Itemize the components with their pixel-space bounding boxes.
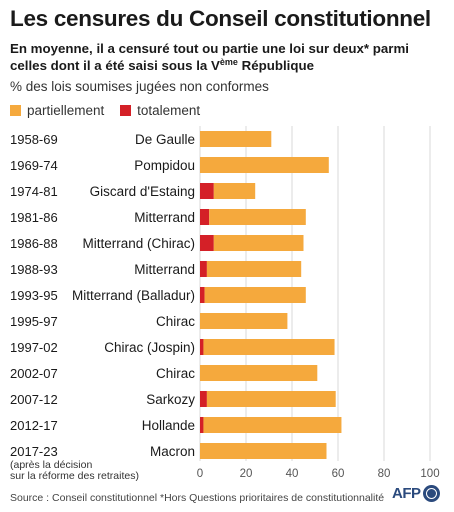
source-note: Source : Conseil constitutionnel: [10, 492, 158, 504]
bar-totalement: [200, 183, 214, 199]
bar-totalement: [200, 235, 214, 251]
category-period-label: 2007-12: [10, 392, 58, 407]
x-tick-label: 100: [420, 468, 439, 480]
bar-partiellement: [206, 261, 302, 277]
x-tick-label: 0: [197, 468, 203, 480]
x-axis-label: % des lois soumises jugées non conformes: [10, 79, 269, 94]
category-period-label: 2012-17: [10, 418, 58, 433]
subtitle-tail: République: [237, 58, 314, 73]
bar-totalement: [200, 287, 205, 303]
afp-logo: AFP: [392, 485, 440, 502]
legend-label-partial: partiellement: [27, 103, 105, 118]
x-tick-label: 60: [332, 468, 345, 480]
category-president-label: Mitterrand (Balladur): [72, 288, 195, 303]
x-tick-label: 40: [286, 468, 299, 480]
category-president-label: Mitterrand: [134, 262, 195, 277]
category-period-label: 1958-69: [10, 132, 58, 147]
bar-partiellement: [209, 209, 306, 225]
footnote: *Hors Questions prioritaires de constitu…: [160, 492, 385, 504]
bar-partiellement: [200, 157, 329, 173]
category-president-label: Chirac (Jospin): [104, 340, 195, 355]
category-president-label: Mitterrand: [134, 210, 195, 225]
category-period-label: 1969-74: [10, 158, 58, 173]
subtitle-main: En moyenne, il a censuré tout ou partie …: [10, 41, 409, 73]
category-period-label: 1988-93: [10, 262, 58, 277]
chart-title: Les censures du Conseil constitutionnel: [10, 6, 431, 31]
category-note: (après la décision: [10, 459, 92, 471]
bar-totalement: [200, 339, 204, 355]
legend-label-total: totalement: [137, 103, 201, 118]
bar-partiellement: [203, 417, 342, 433]
chart-subtitle: En moyenne, il a censuré tout ou partie …: [10, 40, 448, 74]
category-period-label: 2002-07: [10, 366, 58, 381]
category-note: sur la réforme des retraites): [10, 470, 139, 482]
category-president-label: Macron: [150, 444, 195, 459]
category-period-label: 1981-86: [10, 210, 58, 225]
category-period-label: 2017-23: [10, 444, 58, 459]
category-period-label: 1993-95: [10, 288, 58, 303]
category-president-label: Sarkozy: [146, 392, 195, 407]
subtitle-superscript: ème: [219, 57, 238, 67]
category-president-label: Mitterrand (Chirac): [82, 236, 195, 251]
category-period-label: 1986-88: [10, 236, 58, 251]
bar-totalement: [200, 417, 204, 433]
afp-logo-text: AFP: [392, 485, 421, 502]
bar-partiellement: [200, 365, 318, 381]
category-period-label: 1974-81: [10, 184, 58, 199]
category-president-label: Chirac: [156, 314, 195, 329]
globe-icon: [422, 485, 440, 502]
bar-partiellement: [200, 313, 288, 329]
category-president-label: Pompidou: [134, 158, 195, 173]
bar-partiellement: [213, 183, 256, 199]
legend: partiellement totalement: [10, 103, 212, 119]
category-president-label: Chirac: [156, 366, 195, 381]
legend-swatch-partial: [10, 105, 21, 116]
category-president-label: Hollande: [142, 418, 195, 433]
category-period-label: 1997-02: [10, 340, 58, 355]
legend-item-partial: partiellement: [10, 103, 104, 118]
bar-totalement: [200, 391, 207, 407]
x-tick-label: 80: [378, 468, 391, 480]
bar-partiellement: [206, 391, 336, 407]
bar-partiellement: [213, 235, 304, 251]
legend-item-total: totalement: [120, 103, 200, 118]
x-tick-label: 20: [240, 468, 253, 480]
bar-partiellement: [200, 443, 327, 459]
bar-totalement: [200, 261, 207, 277]
bar-totalement: [200, 209, 210, 225]
bar-partiellement: [203, 339, 335, 355]
category-president-label: De Gaulle: [135, 132, 195, 147]
category-president-label: Giscard d'Estaing: [90, 184, 195, 199]
bar-partiellement: [200, 131, 272, 147]
bar-partiellement: [204, 287, 306, 303]
legend-swatch-total: [120, 105, 132, 116]
category-period-label: 1995-97: [10, 314, 58, 329]
